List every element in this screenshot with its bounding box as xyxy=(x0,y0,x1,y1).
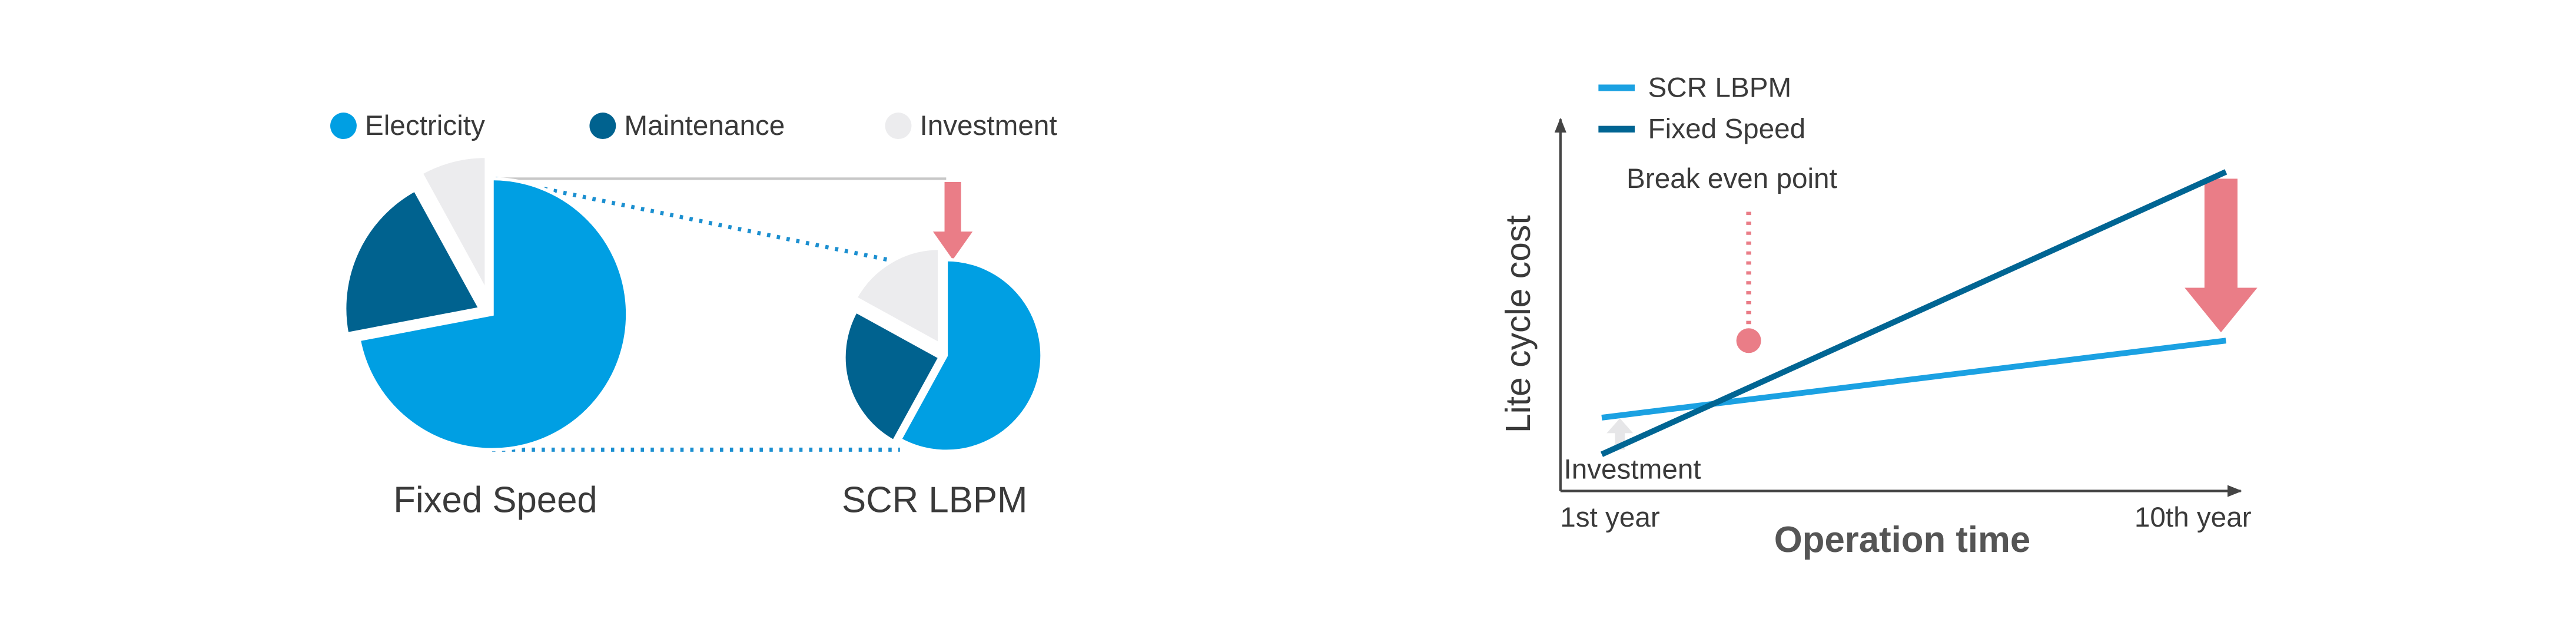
legend-swatch xyxy=(589,113,616,140)
pie-slice xyxy=(853,246,941,347)
legend-label: Fixed Speed xyxy=(1648,114,1806,145)
legend-label: Electricity xyxy=(365,110,485,141)
legend-label: Investment xyxy=(919,110,1057,141)
legend-label: Maintenance xyxy=(624,110,785,141)
pie-title: SCR LBPM xyxy=(842,479,1027,520)
annotation: Investment xyxy=(1563,454,1701,485)
legend-label: SCR LBPM xyxy=(1648,72,1792,103)
break-even-marker xyxy=(1736,328,1761,353)
legend-swatch xyxy=(885,113,912,140)
pie-slice xyxy=(357,177,629,452)
legend-swatch xyxy=(330,113,357,140)
connector xyxy=(494,176,912,267)
y-axis-title: Lite cycle cost xyxy=(1499,215,1538,433)
pie-slice xyxy=(343,187,483,336)
x-tick-label: 1st year xyxy=(1560,502,1660,533)
saving-arrow xyxy=(2185,178,2258,333)
reduction-arrow xyxy=(932,181,973,260)
series-line xyxy=(1601,338,2226,421)
pie-slice xyxy=(842,309,942,444)
x-tick-label: 10th year xyxy=(2135,502,2252,533)
investment-arrow xyxy=(1606,418,1634,450)
pie-title: Fixed Speed xyxy=(393,479,597,520)
annotation: Break even point xyxy=(1626,163,1837,194)
pie-slice xyxy=(898,258,1044,453)
series-line xyxy=(1600,169,2228,457)
x-axis-title: Operation time xyxy=(1774,520,2030,560)
pie-slice xyxy=(419,154,488,293)
